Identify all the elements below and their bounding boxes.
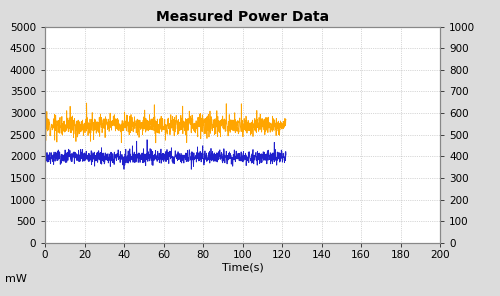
Title: Measured Power Data: Measured Power Data bbox=[156, 10, 329, 24]
X-axis label: Time(s): Time(s) bbox=[222, 263, 264, 272]
Text: mW: mW bbox=[5, 274, 27, 284]
